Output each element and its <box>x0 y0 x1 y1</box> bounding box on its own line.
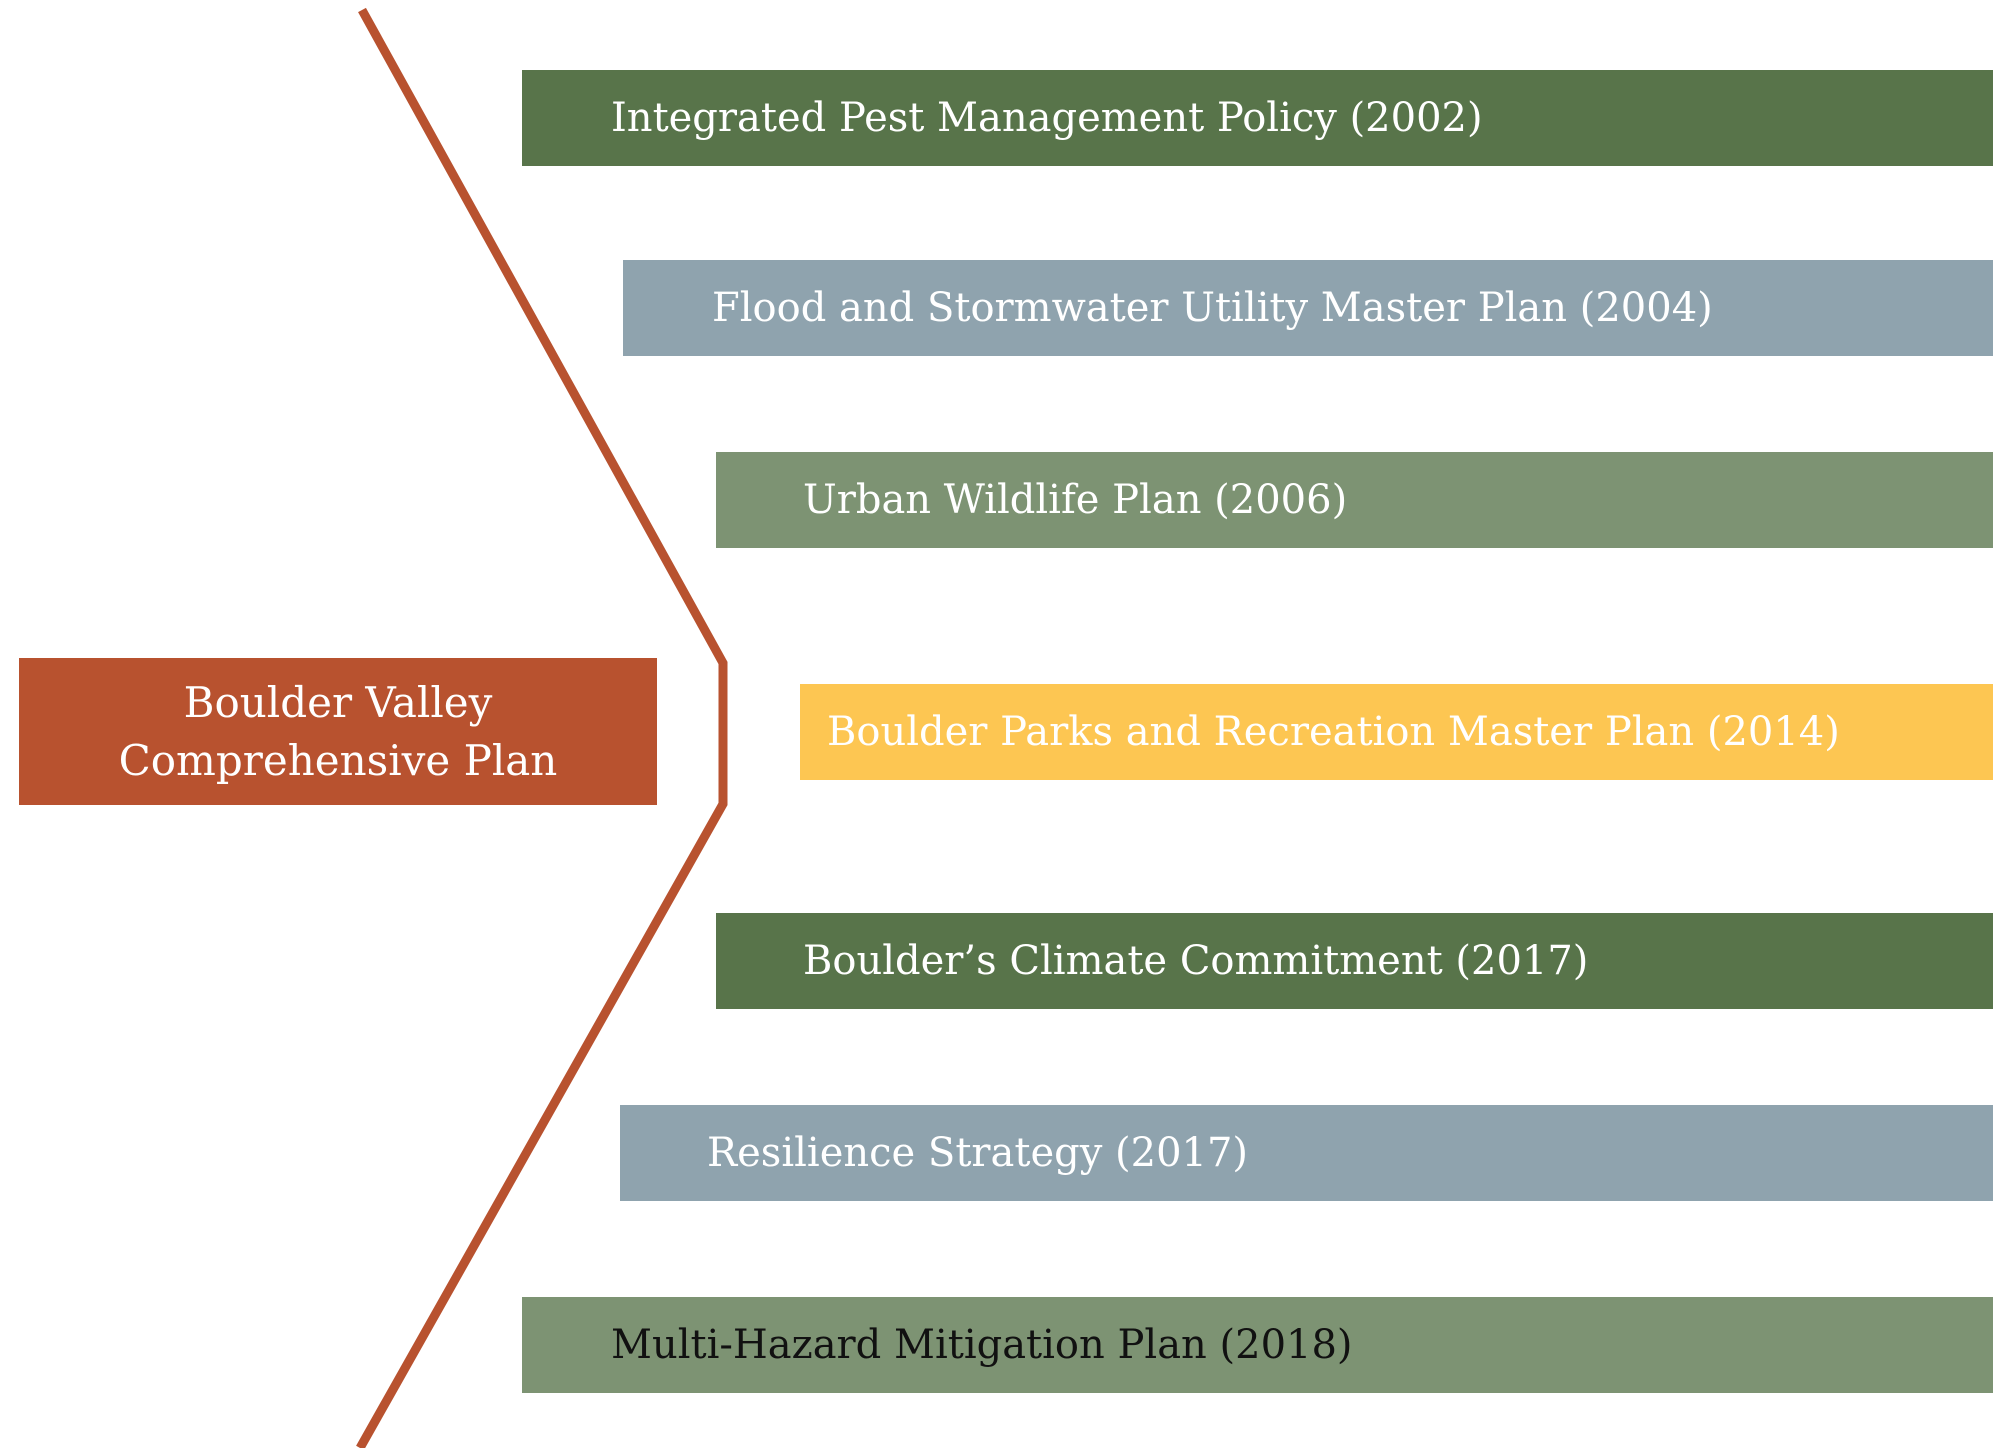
plan-label: Multi-Hazard Mitigation Plan (2018) <box>611 1322 1353 1368</box>
plan-label: Boulder’s Climate Commitment (2017) <box>803 938 1589 984</box>
plan-box: Boulder Parks and Recreation Master Plan… <box>800 684 1993 780</box>
plan-label: Flood and Stormwater Utility Master Plan… <box>712 285 1713 331</box>
plan-box: Integrated Pest Management Policy (2002) <box>522 70 1993 166</box>
plan-label: Integrated Pest Management Policy (2002) <box>611 95 1483 141</box>
center-box: Boulder Valley Comprehensive Plan <box>19 658 657 805</box>
plan-box: Boulder’s Climate Commitment (2017) <box>716 913 1993 1009</box>
plan-box: Multi-Hazard Mitigation Plan (2018) <box>522 1297 1993 1393</box>
plan-box: Flood and Stormwater Utility Master Plan… <box>623 260 1993 356</box>
center-label: Comprehensive Plan <box>118 735 558 785</box>
plan-label: Urban Wildlife Plan (2006) <box>803 477 1348 523</box>
center-label: Boulder Valley <box>183 677 493 727</box>
plan-label: Resilience Strategy (2017) <box>707 1130 1249 1176</box>
bracket-line <box>356 7 728 1448</box>
plan-box: Urban Wildlife Plan (2006) <box>716 452 1993 548</box>
plan-label: Boulder Parks and Recreation Master Plan… <box>827 709 1840 755</box>
plan-box: Resilience Strategy (2017) <box>620 1105 1993 1201</box>
